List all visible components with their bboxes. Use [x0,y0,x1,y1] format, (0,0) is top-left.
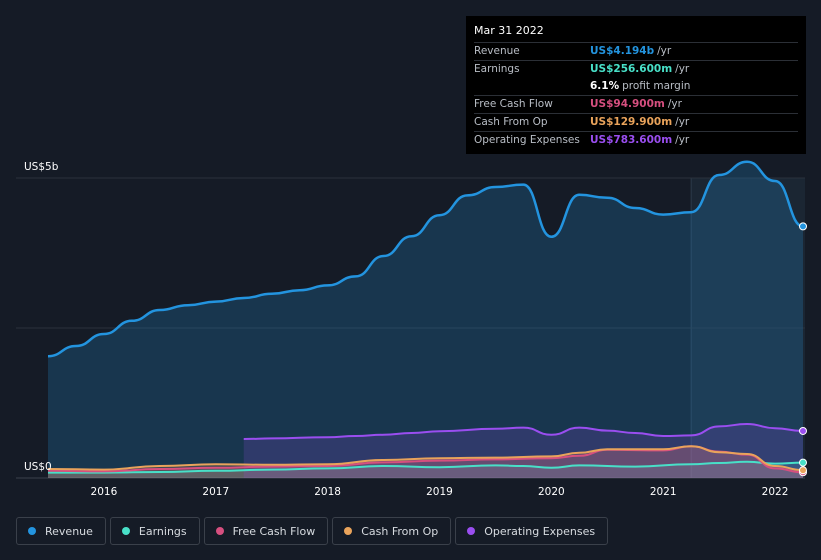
tooltip-row: Operating Expenses US$783.600m/yr [474,131,798,149]
operating-expenses-line [243,422,804,440]
tooltip-row: 6.1% profit margin [474,78,798,95]
x-tick-label: 2020 [538,486,565,498]
tooltip-panel: Mar 31 2022 Revenue US$4.194b/yr Earnings U… [466,16,806,154]
earnings-area [48,461,803,478]
x-tick-label: 2019 [426,486,453,498]
legend: Revenue Earnings Free Cash Flow Cash From O… [16,517,609,545]
tooltip-row-label: Earnings [474,63,520,75]
legend-item-operating-expenses[interactable]: Operating Expenses [455,517,609,545]
tooltip-row-label: Revenue [474,45,520,57]
legend-item-cash-from-op[interactable]: Cash From Op [332,517,452,545]
tooltip-row-unit: /yr [667,98,682,110]
y-axis-bottom-label: US$0 [24,461,52,473]
legend-dot-icon [467,527,476,535]
tooltip-row-value: 6.1% [590,80,620,92]
tooltip-row: Free Cash Flow US$94.900m/yr [474,95,798,113]
legend-dot-icon [121,527,130,535]
legend-label: Free Cash Flow [232,524,316,538]
legend-label: Operating Expenses [484,524,596,538]
revenue-line [47,160,804,358]
tooltip-row-label [474,78,590,95]
operating-expenses-end-point [799,426,807,435]
x-tick-label: 2016 [91,486,118,498]
y-axis-top-label: US$5b [24,161,59,173]
legend-label: Cash From Op [361,524,439,538]
tooltip-row-value: US$783.600m [590,134,673,146]
tooltip-row-value: US$256.600m [590,63,673,75]
tooltip-row-unit: /yr [675,134,690,146]
revenue-area [48,161,803,479]
earnings-line [48,460,804,474]
tooltip-date: Mar 31 2022 [474,24,544,37]
tooltip-row-unit: /yr [675,63,690,75]
tooltip-row-value: US$4.194b [590,45,655,57]
tooltip-row-value: US$94.900m [590,98,665,110]
x-tick-label: 2017 [202,486,229,498]
legend-dot-icon [28,527,36,535]
tooltip-row-label: Cash From Op [474,116,548,128]
x-tick-label: 2018 [314,486,341,498]
earnings-end-point [799,458,807,467]
tooltip-row: Cash From Op US$129.900m/yr [474,113,798,131]
tooltip-row: Earnings US$256.600m/yr [474,60,798,78]
tooltip-row-unit: profit margin [622,80,691,92]
tooltip-row-label: Operating Expenses [474,134,580,146]
tooltip-row-value: US$129.900m [590,116,673,128]
tooltip-row: Revenue US$4.194b/yr [474,42,798,60]
legend-item-earnings[interactable]: Earnings [109,517,200,545]
legend-item-free-cash-flow[interactable]: Free Cash Flow [203,517,329,545]
tooltip-row-label: Free Cash Flow [474,98,553,110]
cash-from-op-line [47,445,804,472]
tooltip-rows: Revenue US$4.194b/yr Earnings US$256.600m/y… [474,42,798,149]
legend-item-revenue[interactable]: Revenue [16,517,106,545]
chart-area: 2016 2017 2018 2019 2020 2021 2022 US$5b US$0 [16,160,807,498]
x-tick-label: 2021 [650,486,677,498]
tooltip-row-unit: /yr [675,116,690,128]
revenue-end-point [799,222,807,231]
tooltip-row-unit: /yr [657,45,672,57]
legend-label: Revenue [45,524,93,538]
cash-from-op-end-point [799,466,807,475]
legend-dot-icon [215,527,224,535]
x-tick-label: 2022 [762,486,789,498]
legend-dot-icon [344,527,353,535]
legend-label: Earnings [138,524,187,538]
